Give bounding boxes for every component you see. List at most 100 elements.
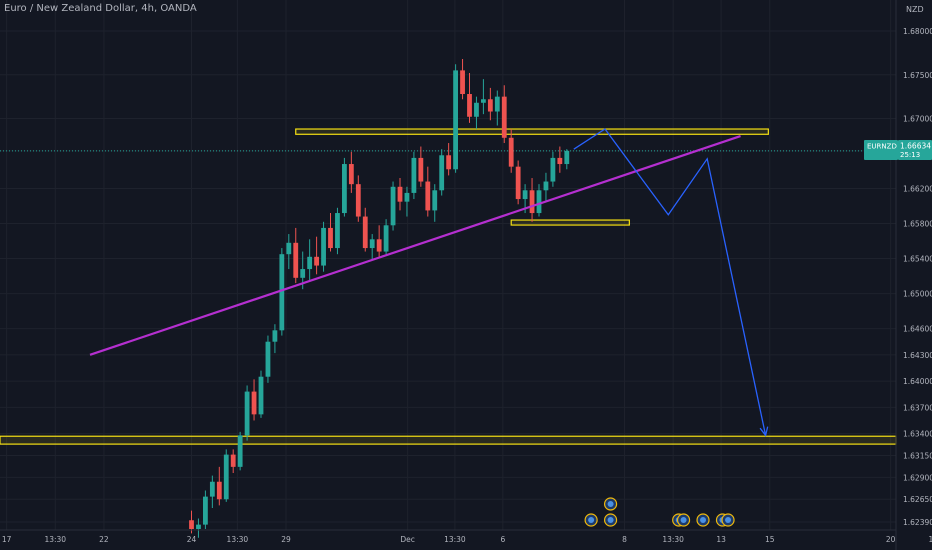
candle-body-down <box>216 481 222 500</box>
candle-body-up <box>335 213 340 249</box>
candle-body-down <box>251 391 257 415</box>
time-axis-tick-label: 13 <box>716 535 726 544</box>
candle-body-up <box>383 225 389 252</box>
candle-body-down <box>230 454 236 467</box>
projection-arrowhead <box>759 426 769 437</box>
candle-body-down <box>460 70 465 95</box>
price-tag-value: 1.66634 <box>900 142 931 151</box>
economic-event-icon-core <box>725 517 732 523</box>
candle-body-down <box>487 99 493 112</box>
time-axis-tick-label: 6 <box>500 535 505 544</box>
economic-event-icon-core <box>588 517 595 523</box>
candle-body-down <box>467 94 472 117</box>
price-tag-countdown: 25:13 <box>900 151 920 159</box>
candle-body-down <box>362 216 368 249</box>
time-axis[interactable]: 17 13:30 22 24 13:30 29 Dec 13:30 6 8 13:30 13 15 20 1… <box>0 529 932 544</box>
price-axis-tick-label: 1.62650 <box>903 495 932 504</box>
price-axis-tick-label: 1.65400 <box>903 255 932 264</box>
price-axis-tick-label: 1.62390 <box>903 518 932 527</box>
support-resistance-zone <box>295 128 769 135</box>
candle-body-down <box>328 227 333 249</box>
candle-body-down <box>501 96 507 138</box>
candle-body-down <box>425 181 431 211</box>
price-axis-tick-label: 1.65000 <box>903 290 932 299</box>
price-tag-symbol: EURNZD <box>867 143 897 151</box>
price-axis-tick-label: 1.62900 <box>903 473 932 482</box>
candle-body-up <box>439 155 445 191</box>
candle-body-up <box>237 435 243 467</box>
event-icon-layer <box>584 497 735 527</box>
price-axis-tick-label: 1.65800 <box>903 220 932 229</box>
candle-body-up <box>286 242 292 255</box>
candle-body-down <box>189 520 194 530</box>
candle-body-up <box>203 496 208 525</box>
candle-body-up <box>223 454 229 500</box>
time-axis-tick-label: 17 <box>2 535 12 544</box>
candle-body-down <box>355 184 361 217</box>
candle-body-up <box>543 181 549 191</box>
candle-body-down <box>529 190 535 214</box>
price-axis-tick-label: 1.64600 <box>903 325 932 334</box>
price-axis-tick-label: 1.66200 <box>903 185 932 194</box>
candle-body-down <box>397 186 403 202</box>
candle-body-down <box>293 242 299 278</box>
candle-body-up <box>481 99 486 103</box>
projected-path <box>573 128 767 436</box>
ascending-trendline <box>89 134 741 356</box>
candle-body-up <box>522 190 528 200</box>
time-axis-tick-label: 13:30 <box>227 535 249 544</box>
candle-body-up <box>474 102 479 117</box>
axis-currency-label: NZD <box>906 5 924 14</box>
price-axis-tick-label: 1.63150 <box>903 451 932 460</box>
candle-body-up <box>300 269 306 278</box>
price-axis-tick-label: 1.67500 <box>903 71 932 80</box>
candle-body-up <box>321 227 326 266</box>
drawing-layer <box>89 128 769 437</box>
price-tag-box <box>864 140 898 160</box>
support-resistance-zone <box>510 219 630 226</box>
candle-body-up <box>550 157 556 182</box>
price-axis-tick-label: 1.63400 <box>903 430 932 439</box>
candle-body-up <box>432 190 438 211</box>
economic-event-icon-core <box>680 517 687 523</box>
time-axis-tick-label: 13:30 <box>662 535 684 544</box>
candle-body-down <box>376 239 382 252</box>
candle-body-up <box>258 376 264 415</box>
candle-body-up <box>272 330 278 342</box>
chart-title: Euro / New Zealand Dollar, 4h, OANDA <box>4 3 197 14</box>
economic-event-icon-core <box>607 501 614 507</box>
candle-body-down <box>418 157 424 182</box>
candle-body-up <box>307 256 313 270</box>
price-axis[interactable]: 1.680001.675001.670001.666301.662001.658… <box>895 0 932 550</box>
candle-layer <box>189 59 570 538</box>
time-axis-tick-label: Dec <box>400 535 415 544</box>
time-axis-tick-label: 13:30 <box>444 535 466 544</box>
economic-event-icon-core <box>700 517 707 523</box>
candle-body-up <box>342 164 347 214</box>
price-axis-tick-label: 1.63700 <box>903 403 932 412</box>
economic-event-icon-core <box>607 517 614 523</box>
candle-body-down <box>314 256 319 266</box>
candle-body-up <box>404 192 410 202</box>
price-axis-tick-label: 1.68000 <box>903 27 932 36</box>
candle-body-down <box>515 166 521 200</box>
candle-body-down <box>557 157 563 165</box>
candle-body-up <box>279 254 285 331</box>
time-axis-tick-label: 15 <box>765 535 775 544</box>
candle-body-up <box>411 157 417 193</box>
candle-body-up <box>369 239 375 249</box>
candle-body-up <box>265 341 271 377</box>
candle-body-up <box>453 70 458 170</box>
time-axis-tick-label: 29 <box>281 535 291 544</box>
time-axis-tick-label: 13:30 <box>929 535 932 544</box>
price-value-box <box>898 140 932 160</box>
time-axis-tick-label: 8 <box>622 535 627 544</box>
zone-layer <box>0 128 897 445</box>
grid-lines <box>0 0 896 530</box>
candle-body-up <box>536 190 542 214</box>
current-price-tag: EURNZD 1.66634 25:13 <box>864 140 932 160</box>
time-axis-tick-label: 24 <box>187 535 197 544</box>
price-axis-tick-label: 1.64300 <box>903 351 932 360</box>
candle-body-up <box>209 481 215 497</box>
